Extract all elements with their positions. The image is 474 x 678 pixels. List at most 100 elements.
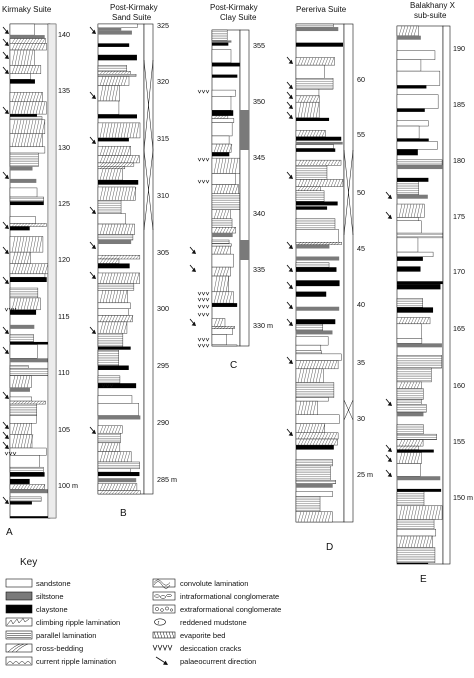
convolute-lamination-symbol xyxy=(152,578,176,589)
legend-label: extraformational conglomerate xyxy=(180,605,281,614)
desiccation-crack-mark xyxy=(197,157,210,162)
depth-tick-label: 305 xyxy=(157,248,169,257)
legend-label: climbing ripple lamination xyxy=(36,618,120,627)
depth-tick-label: 50 xyxy=(357,188,365,197)
palaeocurrent-arrow xyxy=(2,346,9,354)
column-b: Post-Kirmaky Sand Suite 325 320 315 310 … xyxy=(89,3,177,519)
column-c-log xyxy=(211,29,241,347)
palaeocurrent-arrow xyxy=(385,454,392,462)
desiccation-cracks-symbol xyxy=(152,644,173,651)
palaeocurrent-arrow xyxy=(2,391,9,399)
palaeocurrent-arrow xyxy=(2,246,9,254)
depth-tick-label: 130 xyxy=(58,143,70,152)
legend-label: palaeocurrent direction xyxy=(180,657,256,666)
palaeocurrent-arrow xyxy=(89,206,96,214)
depth-tick-label: 185 xyxy=(453,100,465,109)
palaeocurrent-arrow-symbol xyxy=(155,656,168,665)
climbing-ripple-symbol xyxy=(5,617,33,627)
column-a-log xyxy=(9,23,51,519)
column-e-palaeocurrent-arrows xyxy=(385,191,392,477)
depth-tick-label: 105 xyxy=(58,425,70,434)
palaeocurrent-arrow xyxy=(286,264,293,272)
column-e-ticks: 190 185 180 175 170 165 160 155 150 m xyxy=(453,44,473,502)
depth-tick-label: 125 xyxy=(58,199,70,208)
palaeocurrent-arrow xyxy=(2,171,9,179)
depth-tick-label: 160 xyxy=(453,381,465,390)
column-c-letter: C xyxy=(230,360,237,371)
column-c-title-line2: Clay Suite xyxy=(220,13,257,22)
desiccation-crack-mark xyxy=(197,343,210,348)
depth-tick-label: 325 xyxy=(157,21,169,30)
depth-tick-label: 155 xyxy=(453,437,465,446)
depth-tick-label: 135 xyxy=(58,86,70,95)
column-d-scale xyxy=(343,23,354,523)
depth-tick-label: 115 xyxy=(58,312,69,321)
column-d-letter: D xyxy=(326,542,333,553)
palaeocurrent-arrow xyxy=(286,428,293,436)
depth-tick-label: 40 xyxy=(357,300,365,309)
depth-tick-label: 350 xyxy=(253,97,265,106)
palaeocurrent-arrow xyxy=(286,301,293,309)
depth-tick-label: 60 xyxy=(357,75,365,84)
legend-title: Key xyxy=(20,557,37,568)
current-ripple-symbol xyxy=(5,656,33,666)
palaeocurrent-arrow xyxy=(286,81,293,89)
depth-tick-label: 355 xyxy=(253,41,265,50)
legend-label: intraformational conglomerate xyxy=(180,592,279,601)
legend-label: desiccation cracks xyxy=(180,644,242,653)
palaeocurrent-arrow xyxy=(385,469,392,477)
column-c-palaeocurrent-arrows xyxy=(189,246,196,326)
column-c: Post-Kirmaky Clay Suite 355 350 345 340 … xyxy=(189,3,273,371)
palaeocurrent-arrow xyxy=(385,398,392,406)
column-b-title-line2: Sand Suite xyxy=(112,13,152,22)
depth-tick-label: 55 xyxy=(357,130,365,139)
legend-label: parallel lamination xyxy=(36,631,96,640)
desiccation-crack-mark xyxy=(197,312,210,317)
palaeocurrent-arrow xyxy=(189,264,196,272)
sandstone-swatch xyxy=(5,578,33,588)
desiccation-crack-mark xyxy=(4,307,17,312)
depth-tick-label: 315 xyxy=(157,134,169,143)
column-e-title-line2: sub-suite xyxy=(414,11,447,20)
column-a-letter: A xyxy=(6,527,13,538)
palaeocurrent-arrow xyxy=(286,356,293,364)
depth-tick-label: 140 xyxy=(58,30,70,39)
column-e-scale xyxy=(442,25,451,565)
depth-tick-label: 300 xyxy=(157,304,169,313)
column-a-ticks: 140 135 130 125 120 115 110 105 100 m xyxy=(58,30,78,490)
legend-left-symbols xyxy=(5,578,33,666)
depth-tick-label: 170 xyxy=(453,267,465,276)
palaeocurrent-arrow xyxy=(89,91,96,99)
svg-text:r: r xyxy=(158,620,160,626)
palaeocurrent-arrow xyxy=(385,444,392,452)
depth-tick-label: 330 m xyxy=(253,321,273,330)
column-a-scale xyxy=(47,23,57,519)
column-e-title-line1: Balakhany X xyxy=(410,1,456,10)
depth-tick-label: 110 xyxy=(58,368,69,377)
legend: Key sa xyxy=(5,557,281,666)
depth-tick-label: 175 xyxy=(453,212,465,221)
palaeocurrent-arrow xyxy=(286,171,293,179)
column-e-log xyxy=(396,25,444,565)
palaeocurrent-arrow xyxy=(2,26,9,34)
palaeocurrent-arrow xyxy=(286,56,293,64)
desiccation-crack-mark xyxy=(197,304,210,309)
depth-tick-label: 150 m xyxy=(453,493,473,502)
palaeocurrent-arrow xyxy=(89,271,96,279)
palaeocurrent-arrow xyxy=(385,211,392,219)
column-b-ticks: 325 320 315 310 305 300 295 290 285 m xyxy=(157,21,177,484)
column-c-title-line1: Post-Kirmaky xyxy=(210,3,258,12)
intraformational-conglomerate-symbol xyxy=(152,591,176,601)
palaeocurrent-arrow xyxy=(2,66,9,74)
depth-tick-label: 190 xyxy=(453,44,465,53)
cross-bedding-symbol xyxy=(5,643,33,653)
palaeocurrent-arrow xyxy=(2,276,9,284)
column-e: Balakhany X sub-suite 190 185 180 175 17… xyxy=(385,1,473,585)
reddened-mudstone-symbol: r xyxy=(154,618,166,626)
palaeocurrent-arrow xyxy=(286,101,293,109)
desiccation-crack-mark xyxy=(101,383,114,388)
column-d: Pereriva Suite 60 55 50 45 40 35 30 25 m… xyxy=(286,5,373,553)
palaeocurrent-arrow xyxy=(89,426,96,434)
legend-left-labels: sandstone siltstone claystone climbing r… xyxy=(36,579,120,666)
